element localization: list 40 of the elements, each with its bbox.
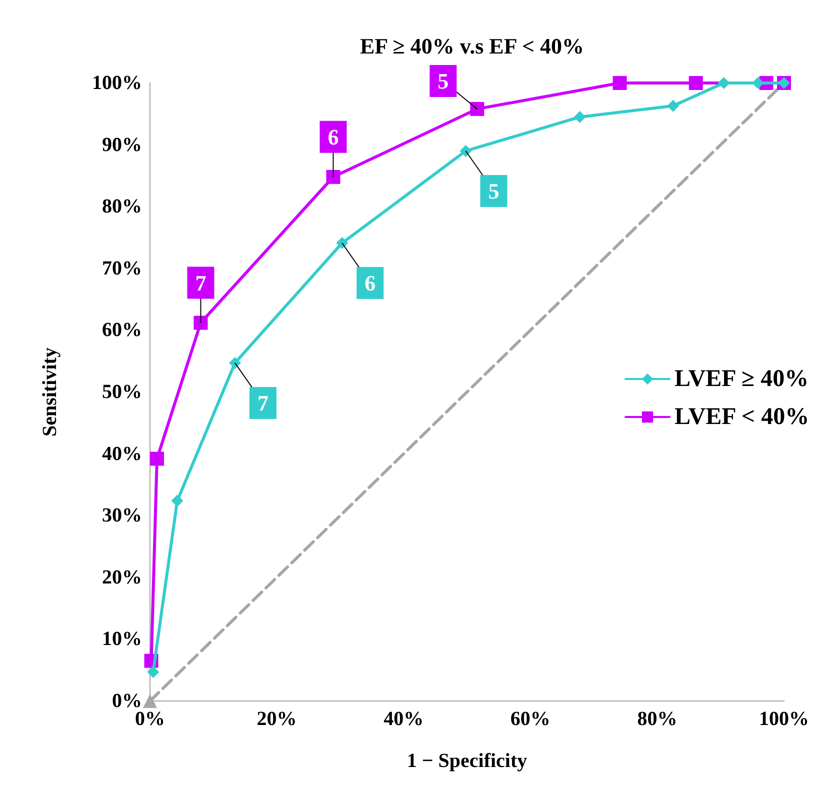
y-tick-label: 50% — [102, 381, 142, 403]
y-tick-label: 10% — [102, 628, 142, 650]
x-tick-label: 40% — [384, 708, 424, 730]
point — [194, 316, 208, 330]
annotation: 6 — [364, 270, 376, 296]
annotation: 6 — [328, 124, 339, 150]
x-axis-title: 1 − Specificity — [406, 750, 528, 772]
legend-label: LVEF < 40% — [674, 404, 810, 430]
annotation: 7 — [195, 270, 206, 296]
y-tick-label: 70% — [102, 257, 142, 280]
y-tick-label: 30% — [102, 504, 142, 527]
annotation: 7 — [257, 390, 268, 416]
point — [718, 77, 730, 89]
point — [147, 666, 160, 678]
point — [171, 494, 184, 507]
point — [326, 170, 340, 184]
point — [150, 452, 164, 466]
x-tick-label: 20% — [256, 708, 297, 730]
y-tick-label: 100% — [92, 72, 142, 94]
point — [574, 110, 586, 123]
y-tick-label: 60% — [102, 319, 142, 342]
point — [688, 76, 703, 90]
y-tick-label: 80% — [102, 196, 142, 218]
point — [228, 356, 241, 369]
point — [667, 100, 680, 112]
legend-label: LVEF ≥ 40% — [674, 366, 809, 392]
point — [460, 144, 472, 157]
x-tick-label: 100% — [759, 708, 809, 730]
annotation: 5 — [488, 178, 500, 204]
chart-title: EF ≥ 40% v.s EF < 40% — [360, 34, 584, 58]
annotation: 5 — [438, 68, 449, 94]
point — [470, 102, 484, 116]
x-tick-label: 60% — [510, 708, 550, 730]
y-tick-label: 90% — [102, 134, 142, 156]
x-tick-label: 80% — [637, 708, 678, 730]
y-tick-label: 20% — [102, 566, 142, 588]
y-tick-label: 40% — [102, 442, 142, 465]
point — [612, 76, 627, 90]
y-axis-title: Sensitivity — [39, 348, 61, 436]
point — [336, 237, 348, 250]
